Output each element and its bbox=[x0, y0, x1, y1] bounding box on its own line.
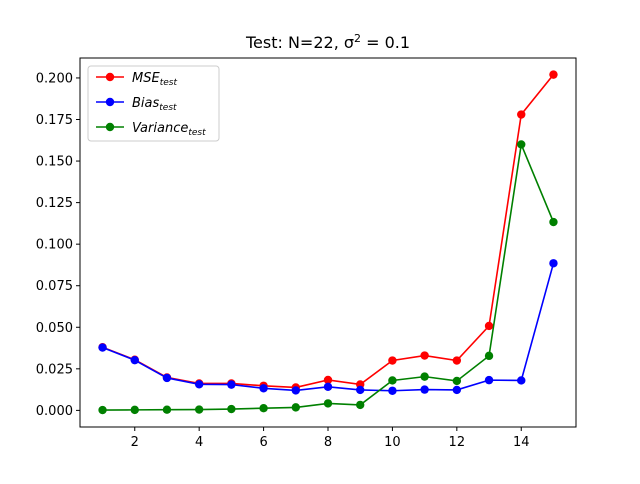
data-point-variance bbox=[162, 405, 172, 414]
data-point-variance bbox=[388, 376, 397, 385]
data-point-bias bbox=[98, 343, 107, 352]
legend-subscript: test bbox=[160, 78, 178, 88]
y-tick-label: 0.000 bbox=[36, 404, 73, 419]
data-point-bias bbox=[452, 385, 462, 395]
data-point-mse bbox=[549, 70, 558, 79]
data-point-bias bbox=[323, 382, 333, 391]
data-point-variance bbox=[291, 403, 300, 412]
legend-subscript: test bbox=[188, 128, 206, 138]
data-point-mse bbox=[420, 351, 429, 360]
legend-box bbox=[87, 65, 220, 142]
data-point-bias bbox=[130, 355, 139, 365]
x-tick-label: 2 bbox=[131, 435, 139, 450]
data-point-bias bbox=[259, 384, 268, 393]
y-tick-label: 0.200 bbox=[36, 71, 73, 86]
y-tick-label: 0.100 bbox=[36, 238, 73, 253]
legend-marker-mse bbox=[105, 72, 115, 82]
data-point-bias bbox=[549, 259, 558, 268]
data-point-bias bbox=[227, 380, 236, 389]
y-tick-label: 0.075 bbox=[36, 279, 73, 294]
data-point-variance bbox=[98, 405, 107, 415]
title-superscript: 2 bbox=[354, 32, 361, 45]
legend-label-variance: Variancetest bbox=[132, 121, 206, 138]
data-point-variance bbox=[194, 405, 204, 414]
data-point-mse bbox=[323, 375, 333, 385]
y-tick-label: 0.125 bbox=[36, 196, 73, 211]
data-point-variance bbox=[484, 351, 494, 361]
y-tick-label: 0.025 bbox=[36, 362, 73, 377]
data-point-variance bbox=[323, 399, 333, 408]
legend-marker-bias bbox=[105, 97, 115, 107]
data-point-variance bbox=[549, 217, 558, 227]
data-point-mse bbox=[517, 110, 526, 119]
legend-subscript: test bbox=[159, 103, 177, 113]
data-point-variance bbox=[420, 372, 429, 381]
data-point-mse bbox=[452, 356, 462, 365]
data-point-mse bbox=[484, 321, 494, 331]
y-tick-label: 0.050 bbox=[36, 321, 73, 336]
chart-title: Test: N=22, σ2 = 0.1 bbox=[245, 32, 410, 53]
data-point-bias bbox=[388, 386, 397, 395]
data-point-bias bbox=[484, 375, 494, 385]
data-point-bias bbox=[420, 385, 429, 394]
x-tick-label: 14 bbox=[513, 435, 530, 450]
plot-area bbox=[98, 70, 558, 415]
data-point-mse bbox=[388, 356, 397, 365]
data-point-bias bbox=[291, 386, 300, 395]
y-tick-label: 0.150 bbox=[36, 155, 73, 170]
data-point-variance bbox=[130, 405, 139, 415]
x-tick-label: 12 bbox=[449, 435, 466, 450]
data-point-bias bbox=[517, 376, 526, 385]
x-tick-label: 10 bbox=[384, 435, 401, 450]
data-point-variance bbox=[452, 376, 462, 386]
x-tick-label: 8 bbox=[324, 435, 332, 450]
legend-marker-variance bbox=[105, 122, 115, 132]
x-tick-label: 4 bbox=[195, 435, 203, 450]
data-point-variance bbox=[259, 404, 268, 413]
data-point-variance bbox=[517, 140, 526, 149]
data-point-variance bbox=[227, 404, 236, 414]
x-tick-label: 6 bbox=[259, 435, 267, 450]
data-point-variance bbox=[356, 400, 365, 410]
y-tick-label: 0.175 bbox=[36, 113, 73, 128]
data-point-bias bbox=[356, 385, 365, 395]
data-point-bias bbox=[162, 373, 172, 383]
axes: 2 4 6 8 10 12 14 0.000 0.025 0.050 0.075 0.100 0.125… bbox=[36, 57, 577, 450]
data-point-bias bbox=[194, 380, 204, 389]
